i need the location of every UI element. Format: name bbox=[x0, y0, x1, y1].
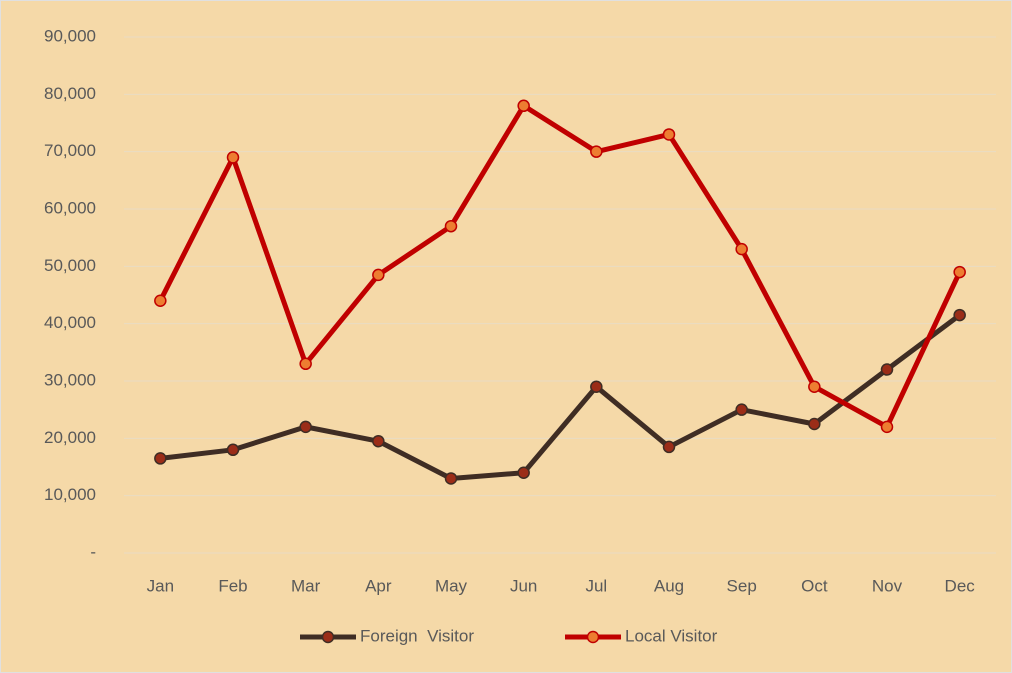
data-point bbox=[880, 420, 894, 434]
series-line bbox=[158, 103, 962, 430]
legend-marker bbox=[586, 630, 600, 644]
y-tick-label: - bbox=[90, 542, 96, 561]
x-tick-label: Mar bbox=[291, 576, 321, 595]
x-tick-label: Oct bbox=[801, 576, 828, 595]
x-tick-label: Jan bbox=[147, 576, 174, 595]
data-point bbox=[226, 151, 240, 164]
x-tick-label: Sep bbox=[727, 576, 757, 595]
x-tick-label: Dec bbox=[945, 576, 976, 595]
x-tick-label: Nov bbox=[872, 576, 903, 595]
data-point bbox=[662, 128, 676, 141]
data-point bbox=[662, 440, 676, 454]
data-point bbox=[226, 443, 240, 457]
x-tick-label: Aug bbox=[654, 576, 684, 595]
x-tick-label: May bbox=[435, 576, 468, 595]
x-tick-label: Apr bbox=[365, 576, 392, 595]
data-point bbox=[154, 452, 167, 465]
y-tick-label: 80,000 bbox=[44, 84, 96, 103]
y-tick-label: 30,000 bbox=[44, 370, 96, 389]
data-point bbox=[154, 294, 167, 307]
data-point bbox=[299, 420, 312, 434]
data-point bbox=[808, 417, 821, 431]
data-point bbox=[299, 357, 312, 371]
data-point bbox=[880, 363, 894, 376]
data-point bbox=[590, 380, 603, 393]
data-point bbox=[590, 145, 603, 158]
series-line bbox=[160, 313, 962, 481]
data-point bbox=[444, 219, 458, 233]
data-point bbox=[953, 265, 966, 279]
y-tick-label: 50,000 bbox=[44, 256, 96, 275]
data-point bbox=[372, 434, 385, 448]
y-tick-label: 90,000 bbox=[44, 26, 96, 45]
data-point bbox=[808, 380, 821, 393]
data-point bbox=[735, 242, 748, 256]
y-tick-label: 10,000 bbox=[44, 485, 96, 504]
y-tick-label: 40,000 bbox=[44, 313, 96, 332]
x-tick-label: Feb bbox=[218, 576, 247, 595]
x-tick-label: Jul bbox=[585, 576, 607, 595]
legend-label: Local Visitor bbox=[625, 626, 718, 645]
y-tick-label: 20,000 bbox=[44, 428, 96, 447]
x-tick-label: Jun bbox=[510, 576, 537, 595]
data-point bbox=[953, 308, 966, 322]
y-tick-label: 60,000 bbox=[44, 198, 96, 217]
legend-marker bbox=[321, 630, 335, 644]
legend-label: Foreign Visitor bbox=[360, 626, 474, 645]
data-point bbox=[517, 99, 530, 113]
data-point bbox=[735, 403, 748, 416]
data-point bbox=[444, 472, 458, 485]
y-tick-label: 70,000 bbox=[44, 141, 96, 160]
data-point bbox=[372, 268, 385, 282]
data-point bbox=[517, 466, 530, 479]
